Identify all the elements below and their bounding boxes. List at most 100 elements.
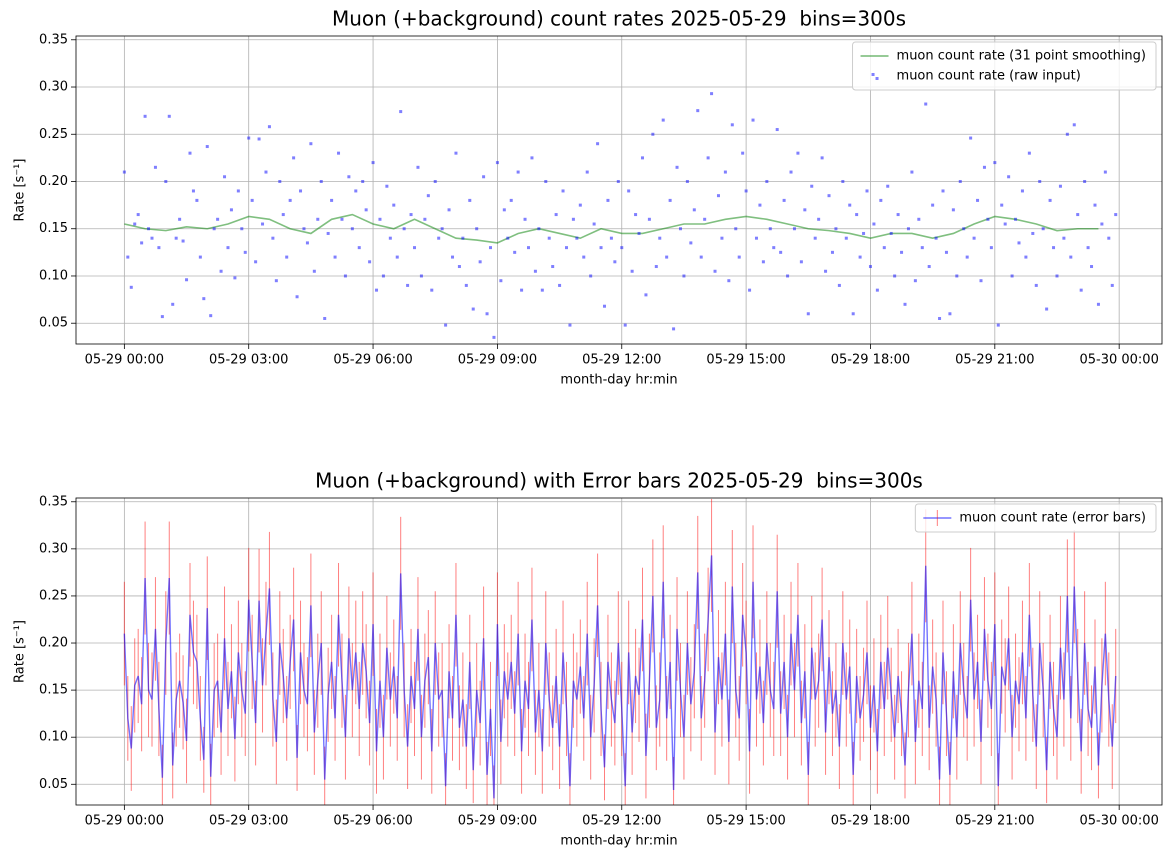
scatter-point [561, 189, 565, 193]
scatter-point [136, 213, 140, 217]
scatter-point [689, 241, 693, 245]
scatter-point [181, 239, 185, 243]
scatter-point [699, 255, 703, 259]
scatter-point [1045, 307, 1049, 311]
scatter-point [827, 194, 831, 198]
scatter-point [547, 236, 551, 240]
scatter-point [305, 241, 309, 245]
scatter-point [855, 213, 859, 217]
scatter-point [527, 246, 530, 250]
scatter-point [779, 250, 783, 254]
scatter-point [381, 274, 385, 278]
x-tick-label: 05-29 21:00 [955, 353, 1034, 368]
scatter-point [1034, 283, 1038, 287]
scatter-point [150, 236, 154, 240]
scatter-point [1065, 132, 1069, 136]
scatter-point [941, 189, 945, 193]
x-tick-label: 05-29 00:00 [85, 353, 164, 368]
chart-title: Muon (+background) count rates 2025-05-2… [332, 7, 906, 31]
scatter-point [171, 302, 175, 306]
scatter-point [416, 165, 420, 169]
scatter-point [1072, 123, 1076, 127]
plot-area [123, 498, 1117, 805]
scatter-point [982, 165, 986, 169]
scatter-point [319, 179, 323, 183]
scatter-point [661, 118, 665, 122]
scatter-point [906, 227, 910, 231]
chart-panel: Muon (+background) count rates 2025-05-2… [13, 7, 1163, 388]
scatter-point [748, 288, 752, 292]
scatter-point [1103, 170, 1107, 174]
scatter-point [1110, 283, 1114, 287]
scatter-point [758, 203, 762, 207]
scatter-point [682, 274, 686, 278]
scatter-point [920, 246, 924, 250]
scatter-point [768, 227, 772, 231]
scatter-point [333, 255, 337, 259]
scatter-point [837, 283, 841, 287]
scatter-point [554, 213, 558, 217]
scatter-point [1027, 151, 1031, 155]
scatter-point [810, 184, 814, 188]
scatter-point [437, 236, 441, 240]
scatter-point [730, 123, 734, 127]
scatter-point [478, 260, 482, 264]
scatter-point [350, 227, 354, 231]
x-tick-label: 05-30 00:00 [1079, 353, 1158, 368]
scatter-point [1024, 255, 1028, 259]
chart-panel: Muon (+background) with Error bars 2025-… [13, 469, 1163, 849]
scatter-point [126, 255, 130, 259]
scatter-point [986, 217, 990, 221]
scatter-point [824, 269, 828, 273]
scatter-point [592, 222, 596, 226]
scatter-point [751, 118, 755, 122]
scatter-point [948, 312, 952, 316]
scatter-point [261, 222, 265, 226]
scatter-point [637, 231, 641, 235]
scatter-point [789, 170, 793, 174]
y-tick-label: 0.05 [39, 777, 68, 792]
scatter-point [706, 156, 710, 160]
scatter-point [630, 269, 634, 273]
scatter-point [1107, 236, 1111, 240]
legend-label: muon count rate (error bars) [959, 511, 1146, 526]
scatter-point [786, 274, 790, 278]
scatter-point [1069, 255, 1073, 259]
scatter-point [996, 323, 1000, 327]
scatter-point [461, 236, 465, 240]
scatter-point [388, 236, 392, 240]
scatter-point [216, 217, 220, 221]
scatter-point [799, 260, 803, 264]
y-tick-label: 0.20 [39, 174, 68, 189]
scatter-point [710, 92, 714, 96]
scatter-point [1055, 274, 1059, 278]
scatter-point [509, 198, 513, 202]
scatter-point [302, 227, 306, 231]
y-tick-label: 0.35 [39, 32, 68, 47]
scatter-point [1007, 175, 1011, 179]
scatter-point [147, 227, 151, 231]
scatter-point [558, 283, 562, 287]
scatter-point [872, 222, 876, 226]
scatter-point [958, 179, 962, 183]
scatter-point [288, 198, 292, 202]
scatter-point [585, 170, 589, 174]
scatter-point [340, 217, 344, 221]
scatter-point [364, 208, 368, 212]
scatter-point [537, 227, 541, 231]
scatter-point [343, 274, 347, 278]
scatter-point [243, 250, 247, 254]
scatter-point [889, 231, 893, 235]
scatter-point [1014, 217, 1018, 221]
scatter-point [281, 213, 285, 217]
scatter-point [471, 307, 475, 311]
scatter-point [989, 246, 993, 250]
scatter-point [1020, 189, 1024, 193]
scatter-point [564, 246, 568, 250]
scatter-point [1000, 203, 1004, 207]
scatter-point [571, 217, 575, 221]
scatter-point [665, 255, 669, 259]
scatter-point [1010, 274, 1014, 278]
plot-frame [75, 35, 1163, 345]
scatter-point [1041, 227, 1045, 231]
